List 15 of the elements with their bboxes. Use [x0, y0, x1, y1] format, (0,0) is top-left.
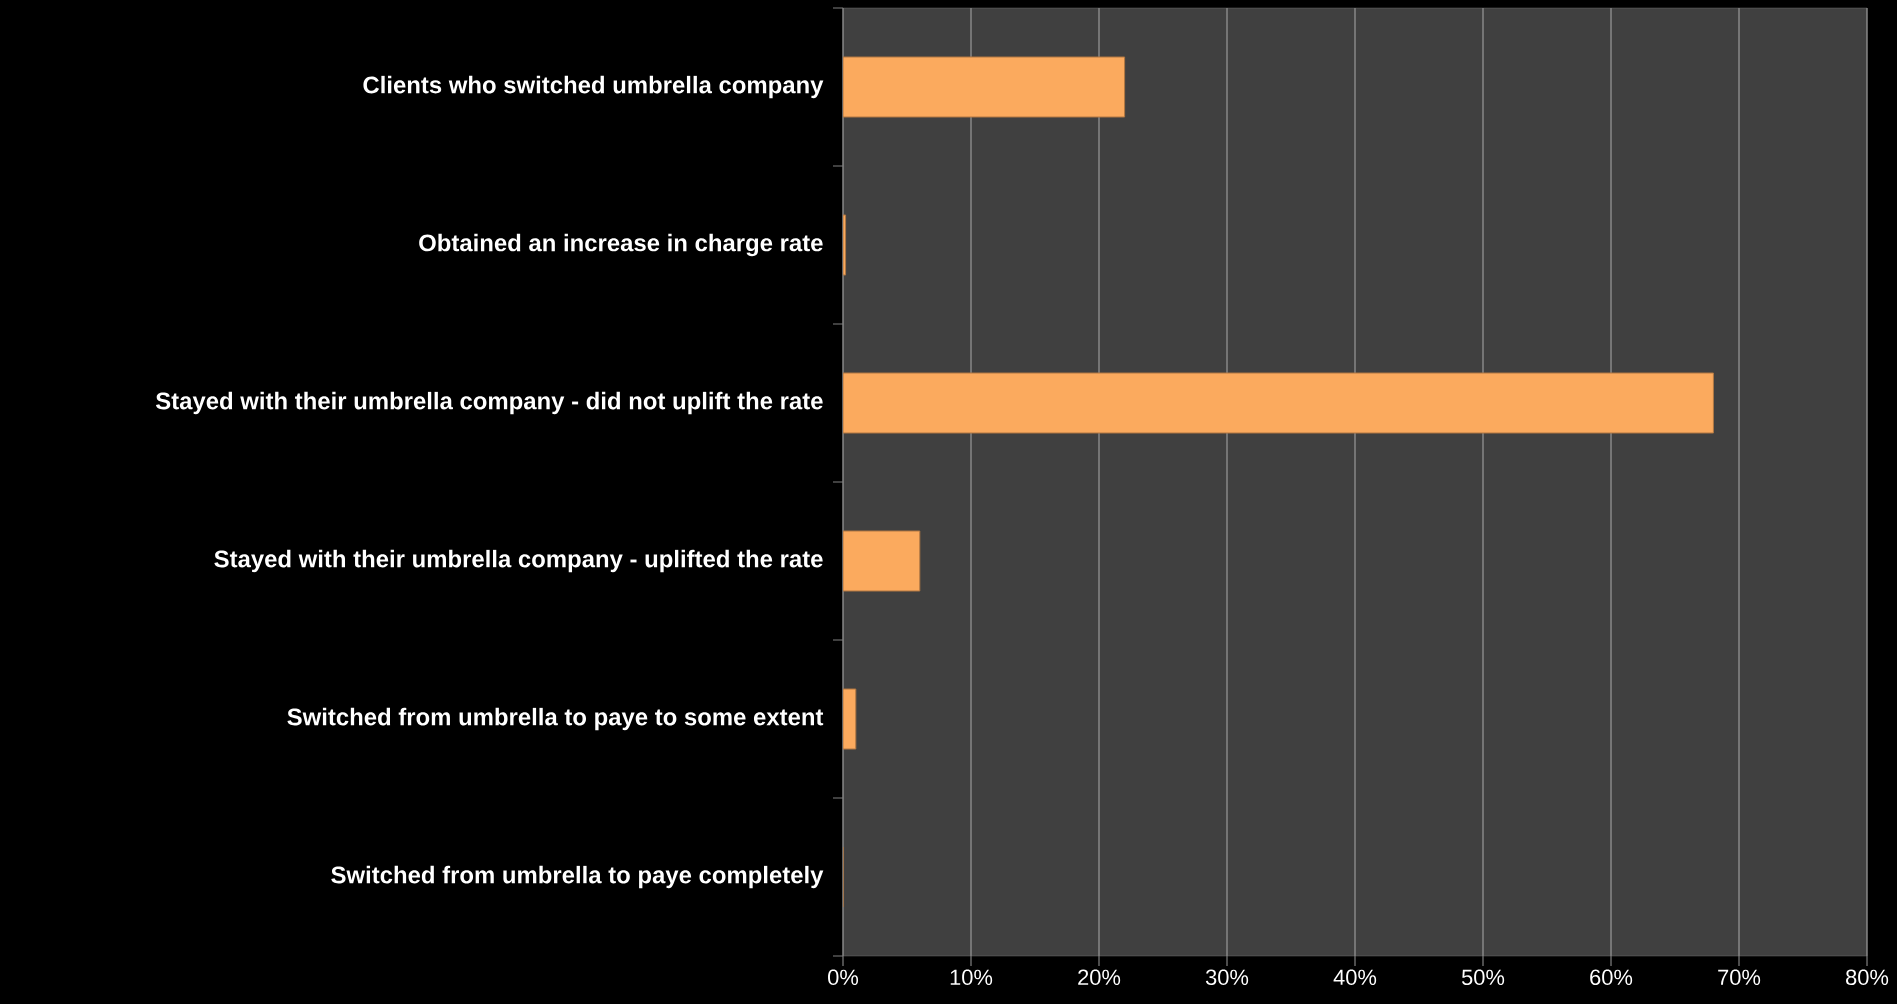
- x-tick-label: 70%: [1718, 969, 1761, 986]
- x-tick-label: 10%: [950, 969, 993, 986]
- y-tick-label: Obtained an increase in charge rate: [419, 233, 823, 257]
- y-tick-label: Stayed with their umbrella company - did not uplift the rate: [155, 391, 823, 415]
- y-tick-label: Stayed with their umbrella company - uplifted the rate: [214, 549, 823, 573]
- x-tick-label: 40%: [1333, 969, 1377, 986]
- y-tick-label: Switched from umbrella to paye completely: [331, 865, 824, 889]
- x-tick-label: 0%: [828, 969, 859, 986]
- x-tick-label: 80%: [1846, 969, 1889, 986]
- x-tick-label: 60%: [1590, 969, 1633, 986]
- x-tick-label: 20%: [1078, 969, 1121, 986]
- y-tick-label: Clients who switched umbrella company: [363, 75, 824, 99]
- y-tick-label: Switched from umbrella to paye to some extent: [287, 707, 824, 731]
- x-tick-label: 30%: [1205, 969, 1249, 986]
- x-tick-label: 50%: [1461, 969, 1505, 986]
